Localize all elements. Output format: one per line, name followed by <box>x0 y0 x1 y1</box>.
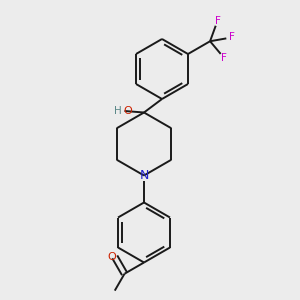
Text: F: F <box>214 16 220 26</box>
Text: F: F <box>221 53 227 63</box>
Text: N: N <box>139 169 149 182</box>
Text: H: H <box>114 106 122 116</box>
Text: O: O <box>107 252 116 262</box>
Text: O: O <box>123 106 132 116</box>
Text: F: F <box>229 32 235 42</box>
